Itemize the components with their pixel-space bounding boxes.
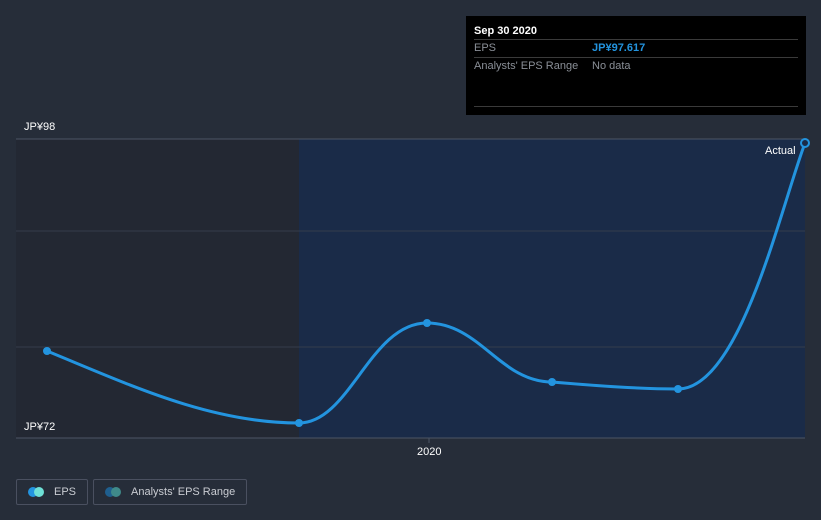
tooltip-eps-value: JP¥97.617: [592, 42, 646, 54]
actual-annotation: Actual: [765, 145, 796, 157]
data-point[interactable]: [43, 347, 51, 355]
past-region: [16, 139, 299, 438]
x-axis-tick-label: 2020: [417, 446, 442, 458]
legend-label: EPS: [54, 486, 77, 498]
tooltip-range-label: Analysts' EPS Range: [474, 60, 579, 72]
data-point[interactable]: [548, 378, 556, 386]
tooltip: Sep 30 2020 EPS JP¥97.617 Analysts' EPS …: [466, 16, 806, 115]
data-point[interactable]: [674, 385, 682, 393]
legend-item-eps[interactable]: EPS: [16, 479, 89, 505]
legend-label: Analysts' EPS Range: [131, 486, 236, 498]
highlight-region: [299, 139, 805, 438]
y-axis-bottom-label: JP¥72: [24, 421, 56, 433]
tooltip-date: Sep 30 2020: [474, 16, 798, 40]
tooltip-range-value: No data: [592, 60, 631, 72]
eps-line: [46, 142, 807, 425]
legend-item-analysts-range[interactable]: Analysts' EPS Range: [93, 479, 248, 505]
tooltip-row-eps: EPS JP¥97.617: [474, 40, 798, 58]
legend: EPS Analysts' EPS Range: [16, 479, 248, 505]
data-point[interactable]: [295, 419, 303, 427]
eps-legend-icon: [28, 487, 44, 497]
tooltip-divider: [474, 106, 798, 107]
analysts-range-legend-icon: [105, 487, 122, 497]
tooltip-eps-label: EPS: [474, 42, 497, 54]
tooltip-row-range: Analysts' EPS Range No data: [474, 58, 798, 75]
y-axis-top-label: JP¥98: [24, 121, 56, 133]
data-point-selected[interactable]: [800, 138, 810, 148]
data-point[interactable]: [423, 319, 431, 327]
